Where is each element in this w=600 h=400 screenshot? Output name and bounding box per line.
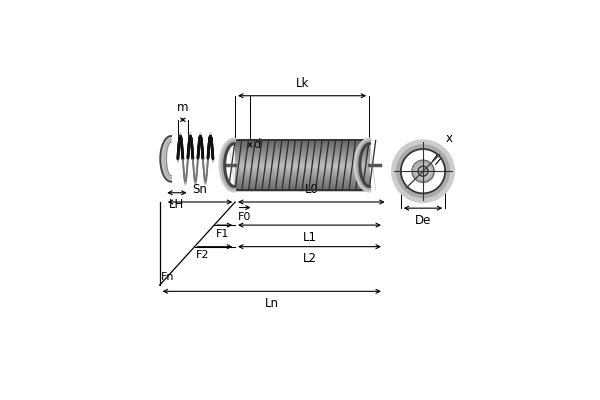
Text: Ln: Ln — [265, 297, 279, 310]
Text: Sn: Sn — [193, 184, 208, 196]
Text: L0: L0 — [304, 184, 318, 196]
Text: LH: LH — [169, 198, 185, 211]
Text: F2: F2 — [196, 250, 209, 260]
Text: L2: L2 — [302, 252, 317, 265]
Polygon shape — [160, 136, 171, 182]
Text: d: d — [254, 138, 261, 151]
Text: L1: L1 — [302, 231, 317, 244]
Text: F0: F0 — [238, 212, 251, 222]
Text: x: x — [446, 132, 453, 145]
Text: Lk: Lk — [295, 77, 309, 90]
Text: m: m — [177, 101, 188, 114]
Text: F1: F1 — [215, 229, 229, 239]
Text: Fn: Fn — [161, 272, 175, 282]
Text: De: De — [415, 214, 431, 227]
